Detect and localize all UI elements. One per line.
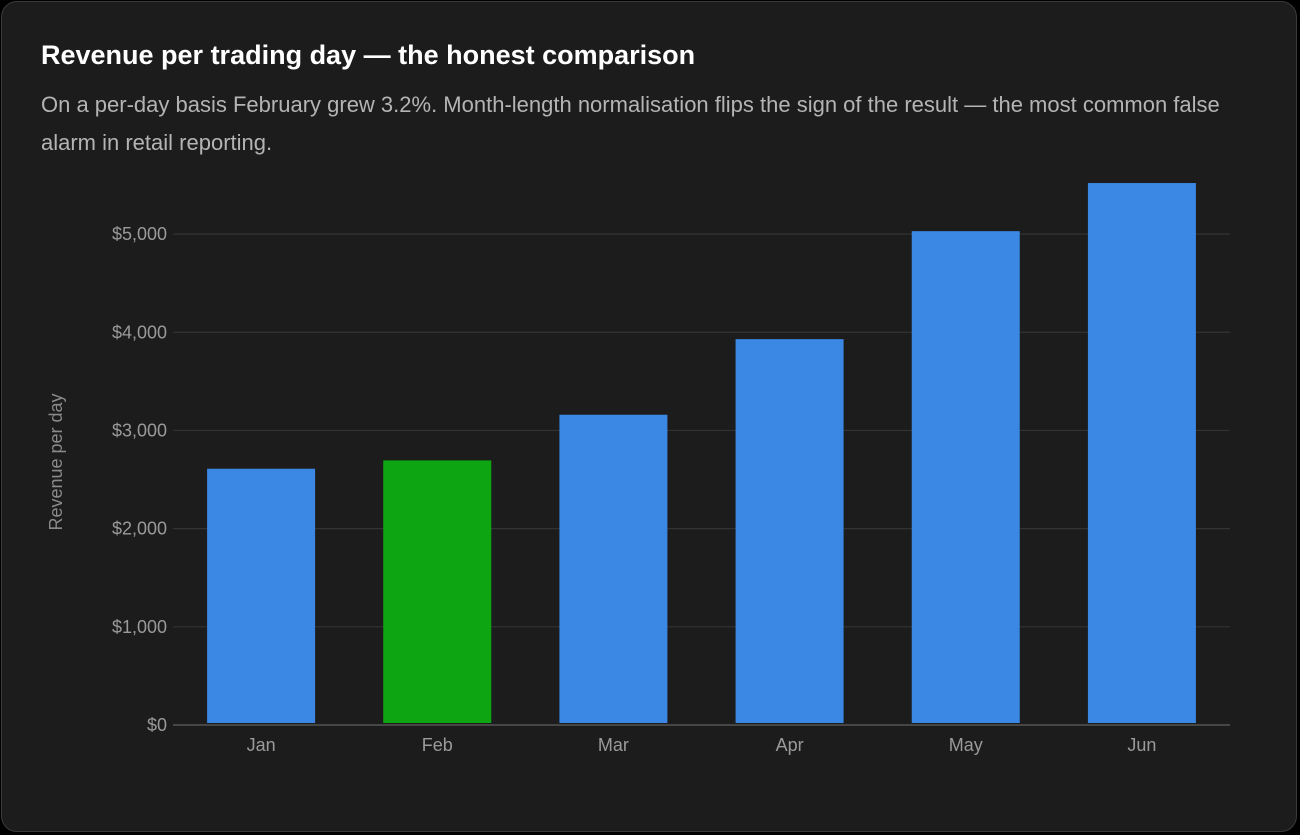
x-tick-label: Feb bbox=[422, 735, 453, 755]
x-tick-label: Jun bbox=[1127, 735, 1156, 755]
bar-apr bbox=[735, 339, 844, 723]
bar-jan bbox=[207, 468, 316, 723]
bar-may bbox=[911, 231, 1020, 724]
y-tick-label: $1,000 bbox=[112, 617, 167, 637]
chart-title: Revenue per trading day — the honest com… bbox=[41, 40, 696, 70]
x-tick-label: Apr bbox=[776, 735, 804, 755]
chart-subtitle: On a per-day basis February grew 3.2%. M… bbox=[41, 92, 1220, 155]
axes: $0 $1,000 $2,000 $3,000 $4,000 $5,000 Jan Feb Ma… bbox=[112, 224, 1230, 755]
y-tick-label: $3,000 bbox=[112, 420, 167, 440]
y-tick-label: $0 bbox=[147, 715, 167, 735]
bars bbox=[207, 183, 1196, 724]
y-axis-title: Revenue per day bbox=[46, 393, 66, 530]
gridlines bbox=[173, 233, 1230, 628]
y-tick-label: $2,000 bbox=[112, 519, 167, 539]
bar-feb bbox=[383, 460, 492, 723]
bar-mar bbox=[559, 414, 668, 723]
x-tick-label: Jan bbox=[247, 735, 276, 755]
bar-jun bbox=[1087, 183, 1196, 723]
y-tick-label: $5,000 bbox=[112, 224, 167, 244]
x-tick-label: Mar bbox=[598, 735, 629, 755]
x-tick-label: May bbox=[949, 735, 983, 755]
y-tick-label: $4,000 bbox=[112, 322, 167, 342]
